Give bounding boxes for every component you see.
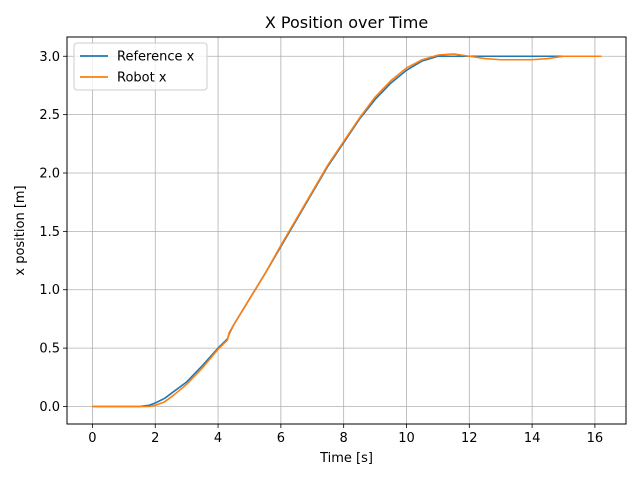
plot-lines bbox=[92, 53, 602, 408]
plot-frame bbox=[66, 36, 627, 425]
x-tick-label: 6 bbox=[277, 431, 285, 446]
x-tick-label: 4 bbox=[214, 431, 222, 446]
y-axis-label: x position [m] bbox=[13, 185, 28, 275]
grid bbox=[67, 37, 626, 424]
legend-label: Robot x bbox=[117, 71, 167, 86]
y-tick-label: 3.0 bbox=[39, 50, 60, 65]
x-tick-label: 12 bbox=[461, 431, 478, 446]
legend-box bbox=[73, 42, 208, 91]
axis-ticks: 0 2 4 6 8 10 12 14 16 0.0 0.5 1.0 1.5 2.0 2.5 3.0 bbox=[39, 50, 603, 446]
x-tick-label: 16 bbox=[587, 431, 604, 446]
chart-title: X Position over Time bbox=[265, 13, 428, 32]
x-tick-label: 0 bbox=[88, 431, 96, 446]
y-tick-label: 0.5 bbox=[39, 342, 60, 357]
x-tick-label: 2 bbox=[151, 431, 159, 446]
y-tick-label: 1.5 bbox=[39, 225, 60, 240]
x-axis-label: Time [s] bbox=[319, 451, 373, 466]
x-tick-label: 14 bbox=[524, 431, 541, 446]
y-tick-label: 2.0 bbox=[39, 167, 60, 182]
legend-label: Reference x bbox=[117, 50, 195, 65]
legend: Reference x Robot x bbox=[73, 42, 208, 91]
x-tick-label: 8 bbox=[340, 431, 348, 446]
y-tick-label: 2.5 bbox=[39, 108, 60, 123]
series-line-2 bbox=[92, 53, 602, 408]
y-tick-label: 0.0 bbox=[39, 400, 60, 415]
y-tick-label: 1.0 bbox=[39, 283, 60, 298]
x-tick-label: 10 bbox=[398, 431, 415, 446]
